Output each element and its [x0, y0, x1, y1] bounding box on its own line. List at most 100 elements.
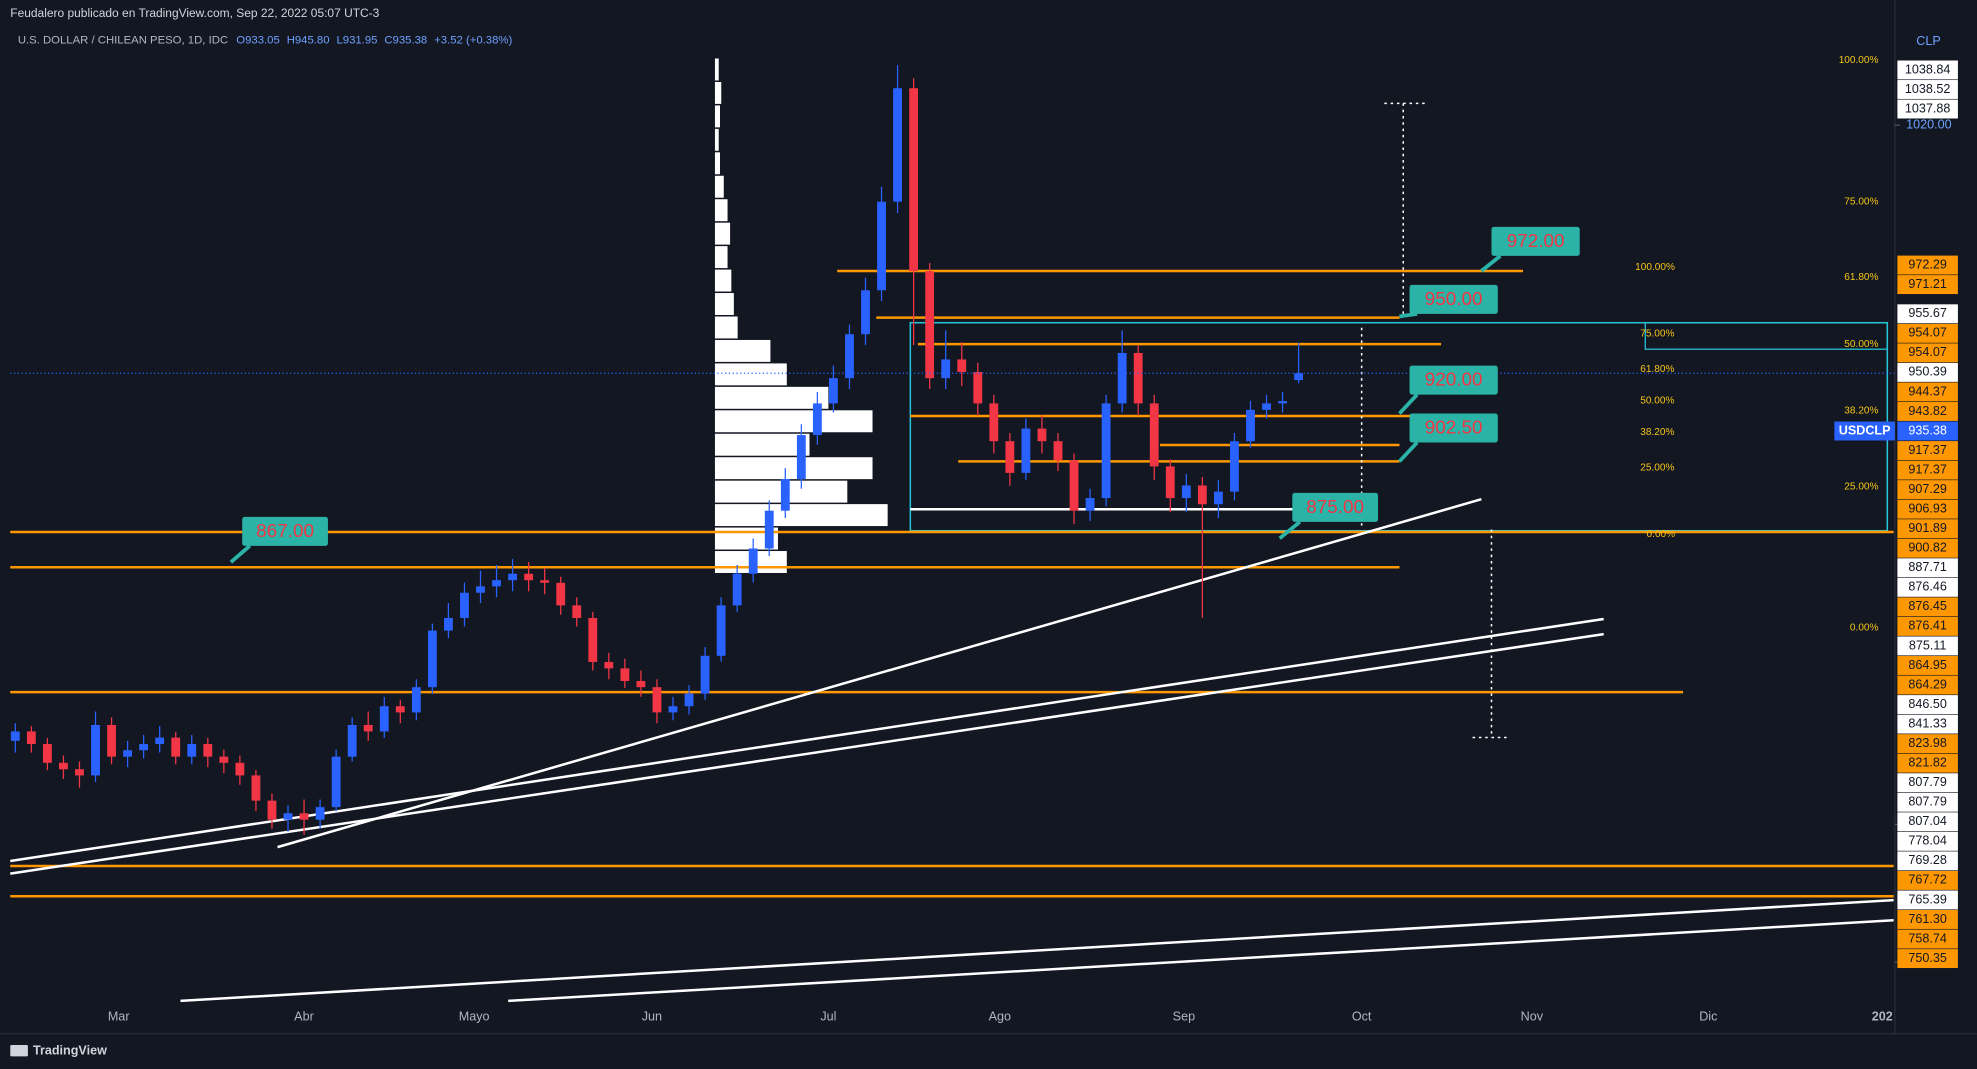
price-tag-label: 846.50	[1908, 697, 1947, 711]
symbol-tag	[1834, 421, 1895, 441]
candle-body	[1230, 441, 1239, 492]
time-axis: Mar Abr Mayo Jun Jul Ago Sep Oct Nov Dic 202	[108, 1010, 1893, 1024]
x-tick-label: Jun	[642, 1010, 662, 1024]
price-tag-label: 864.95	[1908, 658, 1947, 672]
candle-body	[26, 731, 36, 745]
candle-body	[315, 807, 325, 820]
callout-box	[1409, 365, 1498, 395]
legend: U.S. DOLLAR / CHILEAN PESO, 1D, IDC O933…	[18, 34, 513, 46]
candle-body	[347, 724, 357, 757]
price-tag	[1897, 792, 1958, 812]
price-tag-label: 1038.52	[1905, 82, 1951, 96]
candle-body	[299, 813, 309, 820]
price-tag	[1897, 577, 1958, 597]
price-tag-label: 907.29	[1908, 482, 1947, 496]
profile-bar	[714, 410, 873, 433]
callout-box	[1292, 492, 1379, 522]
candle-body	[620, 668, 630, 682]
candle-body	[155, 737, 165, 745]
profile-bar	[714, 105, 720, 128]
price-tag-label: 758.74	[1908, 931, 1947, 945]
candle-body	[219, 756, 229, 763]
callout-box	[1491, 226, 1580, 256]
price-tag	[1897, 304, 1958, 324]
candle-body	[1278, 401, 1287, 404]
candle-body	[251, 775, 261, 801]
profile-bar	[714, 386, 829, 409]
fib-label: 100.00%	[1635, 262, 1675, 273]
price-tag-label: 906.93	[1908, 501, 1947, 515]
legend-value: C935.38	[384, 34, 427, 46]
price-tag	[1897, 831, 1958, 851]
price-tag-label: 876.45	[1908, 599, 1947, 613]
price-tag-label: 767.72	[1908, 873, 1947, 887]
legend-value: H945.80	[287, 34, 330, 46]
candle-body	[492, 580, 501, 587]
candle-body	[1117, 352, 1127, 404]
price-tag	[1897, 60, 1958, 80]
price-tag	[1897, 616, 1958, 636]
candle-body	[1149, 403, 1159, 467]
profile-bar	[714, 269, 732, 292]
candle-body	[748, 548, 758, 574]
fib-label: 25.00%	[1844, 481, 1878, 492]
fib-label: 0.00%	[1850, 622, 1879, 633]
callout-label: 902.50	[1425, 418, 1483, 439]
price-tag	[1897, 460, 1958, 480]
candle-body	[1053, 441, 1063, 461]
price-tag-label: 971.21	[1908, 277, 1947, 291]
price-tag-label: 876.46	[1908, 580, 1947, 594]
candle-body	[861, 290, 870, 335]
logo-text: TradingView	[33, 1044, 107, 1058]
candle-body	[379, 706, 389, 732]
profile-bar	[714, 199, 728, 222]
logo: TradingView	[10, 1044, 107, 1058]
measure	[1360, 102, 1511, 739]
x-tick-label: 202	[1872, 1010, 1893, 1024]
candle-body	[42, 744, 52, 763]
profile-bar	[714, 175, 724, 198]
candle-body	[572, 605, 582, 618]
callout-label: 920.00	[1425, 370, 1483, 391]
price-tag-label: 954.07	[1908, 345, 1947, 359]
profile-bar	[714, 504, 888, 527]
price-tag	[1897, 99, 1958, 119]
fib-label: 61.80%	[1640, 364, 1674, 375]
candle-body	[957, 359, 967, 373]
candle-body	[668, 706, 678, 713]
price-tag-label: 935.38	[1908, 423, 1947, 437]
candle-body	[1069, 460, 1079, 511]
candle-body	[684, 693, 694, 707]
profile-bar	[714, 222, 731, 245]
candle-body	[363, 724, 373, 732]
price-tag-label: 823.98	[1908, 736, 1947, 750]
price-tag	[1897, 499, 1958, 519]
candle-body	[107, 724, 116, 757]
price-tag	[1897, 480, 1958, 500]
price-tag	[1897, 812, 1958, 832]
price-tag-label: 972.29	[1908, 257, 1947, 271]
candle-body	[235, 762, 245, 776]
price-tag-label: 769.28	[1908, 853, 1947, 867]
candle-body	[1213, 491, 1223, 505]
price-tag-label: 807.79	[1908, 775, 1947, 789]
price-tag	[1897, 421, 1958, 441]
candle-body	[1037, 428, 1047, 442]
legend-value: O933.05	[236, 34, 279, 46]
candle-body	[10, 731, 20, 741]
profile-bar	[714, 152, 720, 175]
fib-label: 75.00%	[1640, 329, 1674, 340]
candle-body	[59, 762, 68, 770]
price-tag	[1897, 441, 1958, 461]
price-tag-label: 1038.84	[1905, 62, 1951, 76]
fib-labels: 100.00% 75.00% 61.80% 50.00% 38.20% 25.0…	[1635, 55, 1878, 633]
profile-bar	[714, 433, 810, 456]
trend-line	[180, 898, 1894, 1003]
candle-body	[331, 756, 341, 808]
candle-body	[893, 88, 902, 202]
price-tag	[1897, 519, 1958, 539]
candle-body	[1197, 485, 1207, 505]
candle-body	[941, 359, 951, 379]
candle-body	[203, 744, 213, 757]
y-tick-label: 1020.00	[1906, 118, 1952, 132]
